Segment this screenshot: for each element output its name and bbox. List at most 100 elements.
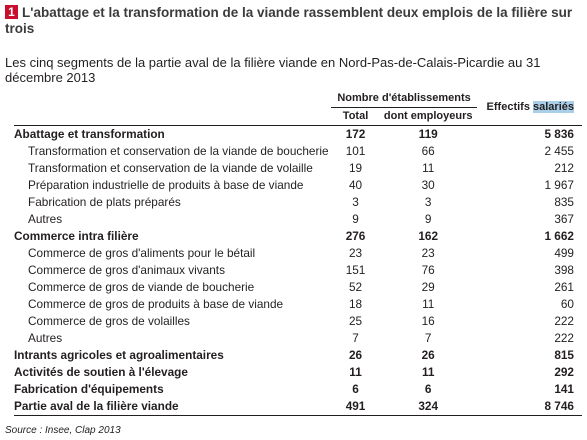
- table-row: Autres 7 7 222: [14, 330, 582, 347]
- row-employeurs: 6: [424, 382, 432, 396]
- row-effectifs: 1 662: [544, 229, 574, 243]
- row-employeurs: 11: [421, 365, 435, 379]
- table-row: Transformation et conservation de la via…: [14, 143, 582, 160]
- row-total: 7: [352, 331, 359, 345]
- figure-subtitle: Les cinq segments de la partie aval de l…: [5, 55, 541, 85]
- row-total: 151: [345, 263, 366, 277]
- row-employeurs: 162: [418, 229, 439, 243]
- row-employeurs: 16: [421, 314, 435, 328]
- figure-number-badge: 1: [5, 5, 18, 19]
- row-employeurs: 11: [422, 297, 435, 311]
- row-label: Commerce de gros de viande de boucherie: [28, 280, 255, 294]
- row-label: Commerce de gros de volailles: [28, 314, 190, 328]
- row-effectifs: 835: [554, 195, 574, 209]
- table-row: Commerce intra filière 276 162 1 662: [14, 228, 582, 245]
- row-effectifs: 1 967: [544, 178, 574, 192]
- row-total: 40: [348, 178, 363, 192]
- row-label: Commerce de gros d'animaux vivants: [28, 263, 225, 277]
- row-effectifs: 2 455: [544, 144, 574, 158]
- table-row: Activités de soutien à l'élevage 11 11 292: [14, 364, 582, 381]
- row-effectifs: 398: [554, 263, 574, 277]
- table-header-row-columns: Total dont employeurs: [14, 107, 582, 126]
- table-row: Transformation et conservation de la via…: [14, 160, 582, 177]
- figure-title: 1 L'abattage et la transformation de la v…: [5, 5, 580, 37]
- row-label: Autres: [28, 331, 63, 345]
- header-empty-cell-2: [14, 107, 332, 126]
- header-effectifs-salaries: Effectifs salariés: [476, 90, 582, 126]
- row-total: 6: [352, 382, 359, 396]
- header-empty-cell: [14, 90, 331, 108]
- row-employeurs: 26: [421, 348, 435, 362]
- table-row: Fabrication d'équipements 6 6 141: [14, 381, 582, 398]
- row-effectifs: 222: [554, 314, 574, 328]
- row-effectifs: 222: [554, 331, 574, 345]
- row-label: Transformation et conservation de la via…: [28, 161, 313, 175]
- row-employeurs: 7: [424, 331, 432, 345]
- row-total: 9: [352, 212, 359, 226]
- row-label: Préparation industrielle de produits à b…: [28, 178, 304, 192]
- row-employeurs: 9: [424, 212, 432, 226]
- table-row: Abattage et transformation 172 119 5 836: [14, 126, 582, 144]
- header-effectifs-prefix: Effectifs: [486, 101, 534, 113]
- figure-title-text: L'abattage et la transformation de la vi…: [5, 5, 573, 36]
- row-label: Activités de soutien à l'élevage: [14, 365, 188, 379]
- row-effectifs: 212: [554, 161, 574, 175]
- row-label: Transformation et conservation de la via…: [28, 144, 329, 158]
- row-employeurs: 66: [421, 144, 435, 158]
- table-row: Partie aval de la filière viande 491 324 8 …: [14, 398, 582, 416]
- table-row: Préparation industrielle de produits à b…: [14, 177, 582, 194]
- table-header-row-group: Nombre d'établissements Effectifs salari…: [14, 90, 582, 126]
- table-row: Commerce de gros d'aliments pour le béta…: [14, 245, 582, 262]
- row-label: Commerce de gros de produits à base de v…: [28, 297, 284, 311]
- row-employeurs: 30: [421, 178, 435, 192]
- row-label: Autres: [28, 212, 63, 226]
- row-effectifs: 261: [554, 280, 574, 294]
- row-total: 276: [345, 229, 366, 243]
- row-total: 3: [352, 195, 359, 209]
- row-total: 18: [348, 297, 363, 311]
- row-effectifs: 8 746: [476, 398, 582, 416]
- row-effectifs: 499: [554, 246, 574, 260]
- row-label: Intrants agricoles et agroalimentaires: [14, 348, 224, 362]
- row-total: 23: [348, 246, 363, 260]
- row-total: 491: [331, 398, 380, 416]
- row-total: 52: [348, 280, 363, 294]
- row-total: 26: [348, 348, 363, 362]
- table-row: Commerce de gros de volailles 25 16 222: [14, 313, 582, 330]
- row-total: 172: [345, 127, 366, 141]
- row-employeurs: 29: [421, 280, 435, 294]
- row-effectifs: 141: [554, 382, 574, 396]
- row-total: 101: [345, 144, 366, 158]
- row-total: 11: [349, 365, 362, 379]
- row-employeurs: 76: [421, 263, 435, 277]
- row-total: 25: [348, 314, 363, 328]
- table-row: Commerce de gros de viande de boucherie 5…: [14, 279, 582, 296]
- row-employeurs: 324: [379, 398, 477, 416]
- header-effectifs-highlight: salariés: [533, 101, 574, 113]
- row-employeurs: 23: [421, 246, 435, 260]
- row-label: Fabrication de plats préparés: [28, 195, 181, 209]
- row-effectifs: 815: [554, 348, 574, 362]
- header-dont-employeurs: dont employeurs: [379, 107, 477, 126]
- row-label: Commerce de gros d'aliments pour le béta…: [28, 246, 256, 260]
- source-note: Source : Insee, Clap 2013: [5, 425, 121, 436]
- row-effectifs: 60: [560, 297, 574, 311]
- row-employeurs: 11: [422, 161, 435, 175]
- row-effectifs: 367: [554, 212, 574, 226]
- row-label: Fabrication d'équipements: [14, 382, 164, 396]
- row-effectifs: 292: [554, 365, 574, 379]
- table-row: Commerce de gros d'animaux vivants 151 76 3…: [14, 262, 582, 279]
- table-row: Intrants agricoles et agroalimentaires 26…: [14, 347, 582, 364]
- row-effectifs: 5 836: [544, 127, 574, 141]
- row-label: Partie aval de la filière viande: [14, 398, 332, 416]
- row-label: Commerce intra filière: [14, 229, 139, 243]
- table-row: Autres 9 9 367: [14, 211, 582, 228]
- row-employeurs: 3: [424, 195, 432, 209]
- table-row: Commerce de gros de produits à base de v…: [14, 296, 582, 313]
- row-employeurs: 119: [418, 127, 438, 141]
- table-body: Abattage et transformation 172 119 5 836 Tra…: [14, 126, 582, 416]
- row-label: Abattage et transformation: [14, 127, 165, 141]
- row-total: 19: [348, 161, 363, 175]
- table-row: Fabrication de plats préparés 3 3 835: [14, 194, 582, 211]
- data-table: Nombre d'établissements Effectifs salari…: [14, 90, 582, 416]
